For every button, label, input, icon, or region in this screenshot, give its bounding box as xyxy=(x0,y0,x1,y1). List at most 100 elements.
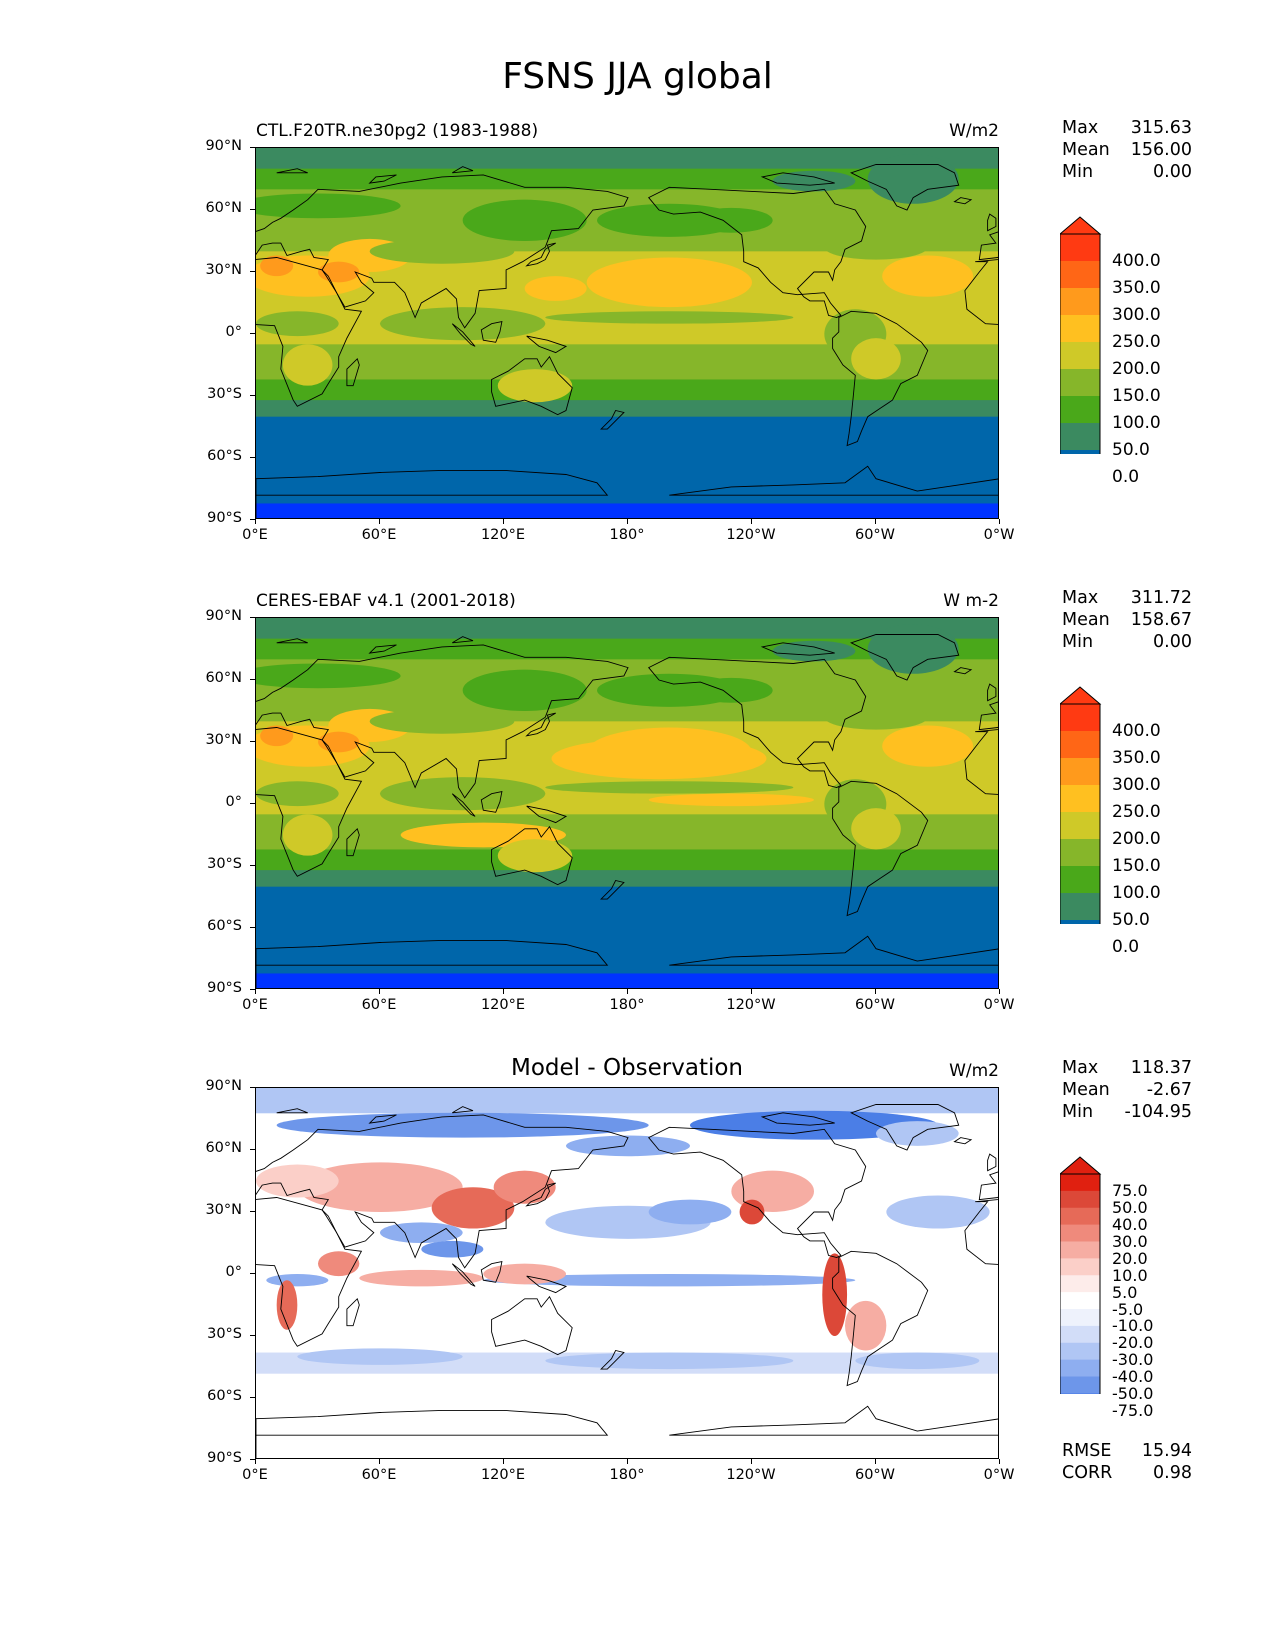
coastline xyxy=(964,729,998,795)
y-tick xyxy=(250,1211,255,1212)
colorbar-segment xyxy=(1060,1190,1100,1209)
colorbar-segment xyxy=(1060,1258,1100,1276)
contour-patch xyxy=(886,1195,990,1229)
contour-patch xyxy=(483,1274,856,1287)
colorbar-label: -75.0 xyxy=(1112,1400,1154,1420)
colorbar-label: -40.0 xyxy=(1112,1367,1154,1386)
stats-block: Max 311.72 Mean 158.67 Min 0.00 xyxy=(1062,587,1192,653)
colorbar-segment xyxy=(1060,342,1100,370)
coastline xyxy=(491,355,573,416)
colorbar-label: 400.0 xyxy=(1112,720,1161,741)
colorbar-label: 250.0 xyxy=(1112,801,1161,822)
panel-units: W/m2 xyxy=(949,121,999,141)
panel-center-title: Model - Observation xyxy=(510,1055,744,1081)
y-tick xyxy=(250,333,255,334)
colorbar-segment xyxy=(1060,812,1100,840)
min-label: Min xyxy=(1062,632,1094,652)
y-tick-label: 90°S xyxy=(207,980,242,996)
x-tick-label: 180° xyxy=(609,1467,645,1483)
x-tick-label: 0°E xyxy=(242,527,268,543)
contour-band xyxy=(256,849,998,871)
colorbar-segment xyxy=(1060,1241,1100,1259)
panel-units: W m-2 xyxy=(943,591,999,611)
y-tick-label: 60°S xyxy=(207,448,242,464)
contour-patch xyxy=(497,369,573,403)
y-tick xyxy=(250,803,255,804)
coastline xyxy=(256,469,609,518)
coastline xyxy=(760,172,835,186)
y-tick-label: 30°S xyxy=(207,856,242,872)
max-label: Max xyxy=(1062,588,1099,608)
contour-band xyxy=(256,400,998,418)
contour-patch xyxy=(855,1352,980,1370)
corr-value: 0.98 xyxy=(1153,1463,1192,1483)
y-tick xyxy=(250,1273,255,1274)
coastlines xyxy=(256,1104,998,1458)
x-tick-label: 0°W xyxy=(983,997,1015,1013)
contour-band xyxy=(256,973,998,988)
contour-patch xyxy=(772,640,856,662)
coastline xyxy=(276,638,308,644)
y-tick-label: 60°S xyxy=(207,918,242,934)
colorbar-segment xyxy=(1060,1207,1100,1226)
y-tick xyxy=(250,1149,255,1150)
coastline xyxy=(491,825,573,886)
contour-patch xyxy=(260,255,294,277)
contour-band xyxy=(256,503,998,518)
x-tick xyxy=(255,989,256,994)
contour-patch xyxy=(545,311,794,324)
contour-patch xyxy=(648,1199,732,1225)
coastline xyxy=(256,644,629,799)
coastline xyxy=(480,791,503,813)
coastline xyxy=(256,1409,609,1458)
contour-patch xyxy=(822,1253,848,1336)
y-tick xyxy=(250,1335,255,1336)
min-value: -104.95 xyxy=(1124,1102,1192,1122)
contour-patch xyxy=(462,199,587,241)
x-tick-label: 180° xyxy=(609,527,645,543)
colorbar-label: 5.0 xyxy=(1112,1282,1138,1302)
coastline xyxy=(850,164,960,211)
colorbar-segment xyxy=(1060,1224,1100,1242)
y-tick xyxy=(250,679,255,680)
contour-patch xyxy=(648,793,814,807)
contour-patch xyxy=(524,276,587,301)
difference-map xyxy=(255,1087,999,1459)
colorbar-label: 20.0 xyxy=(1112,1248,1148,1268)
colorbar-label: 50.0 xyxy=(1112,909,1150,930)
coastline xyxy=(953,1137,973,1145)
contour-patch xyxy=(421,1240,484,1258)
coastline xyxy=(647,656,867,788)
contour-band xyxy=(256,148,998,170)
coastline xyxy=(987,213,997,232)
min-label: Min xyxy=(1062,162,1094,182)
colorbar-label: 200.0 xyxy=(1112,358,1161,379)
coastline xyxy=(368,644,397,654)
contour-band xyxy=(256,870,998,888)
coastline xyxy=(600,1349,625,1370)
contour-band xyxy=(256,416,998,504)
x-tick xyxy=(751,519,752,524)
coastline xyxy=(760,1112,835,1126)
y-tick xyxy=(250,147,255,148)
y-tick-label: 30°N xyxy=(205,262,242,278)
y-tick xyxy=(250,1087,255,1088)
contour-band xyxy=(256,379,998,401)
coastline xyxy=(491,1295,573,1356)
colorbar-frame xyxy=(1060,233,1101,454)
coastline xyxy=(346,357,360,387)
colorbar-label: 300.0 xyxy=(1112,304,1161,325)
contour-patch xyxy=(845,1300,887,1351)
colorbar-segment xyxy=(1060,1275,1100,1293)
panel-left-title: CTL.F20TR.ne30pg2 (1983-1988) xyxy=(256,121,539,141)
x-tick xyxy=(627,519,628,524)
x-tick-label: 0°E xyxy=(242,997,268,1013)
coastline xyxy=(832,310,929,447)
x-tick-label: 60°W xyxy=(854,1467,896,1483)
colorbar-label: 40.0 xyxy=(1112,1215,1148,1235)
y-tick xyxy=(250,989,255,990)
colorbar-label: 250.0 xyxy=(1112,331,1161,352)
mean-label: Mean xyxy=(1062,610,1110,630)
max-value: 311.72 xyxy=(1130,588,1192,608)
colorbar-label: 50.0 xyxy=(1112,439,1150,460)
